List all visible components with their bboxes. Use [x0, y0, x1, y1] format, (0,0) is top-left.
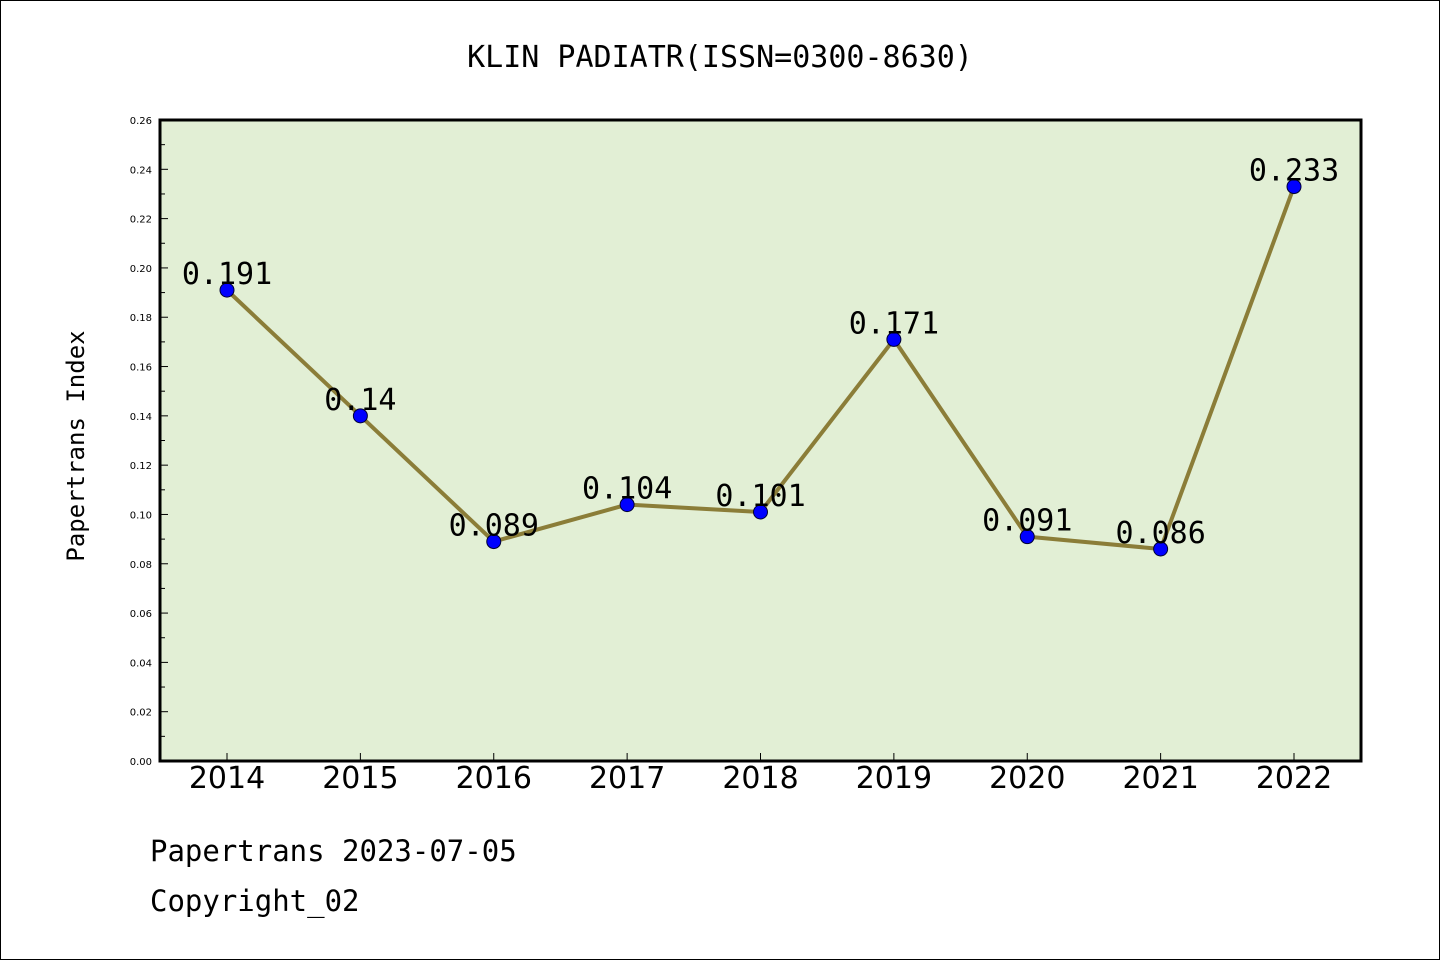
x-tick-label: 2016 [456, 761, 532, 796]
chart-title: KLIN PADIATR(ISSN=0300-8630) [467, 40, 973, 75]
plot-area [160, 120, 1361, 761]
footer-date: Papertrans 2023-07-05 [150, 834, 517, 868]
y-tick-label: 0.26 [130, 116, 152, 127]
data-label: 0.171 [849, 306, 939, 341]
data-label: 0.101 [715, 479, 805, 514]
plot-border [158, 118, 1363, 763]
data-point [753, 504, 768, 520]
y-axis-ticks: 0.00 0.02 0.04 0.06 0.08 0.10 0.12 0.14 0.16 0.18… [130, 116, 168, 768]
y-tick-label: 0.06 [130, 609, 152, 620]
y-tick-label: 0.16 [130, 363, 152, 374]
y-tick-label: 0.04 [130, 658, 152, 669]
y-tick-label: 0.20 [130, 264, 152, 275]
data-point [219, 282, 235, 298]
x-tick-label: 2018 [722, 761, 798, 796]
data-label: 0.091 [982, 504, 1072, 539]
y-tick-label: 0.12 [130, 461, 152, 472]
x-axis-ticks: 2014 2015 2016 2017 2018 2019 2020 2021 2022 [189, 753, 1332, 796]
data-point [886, 331, 902, 347]
y-tick-label: 0.00 [130, 757, 152, 768]
y-tick-label: 0.22 [130, 215, 152, 226]
data-label: 0.086 [1115, 516, 1205, 551]
y-tick-label: 0.18 [130, 313, 152, 324]
data-label: 0.104 [582, 472, 672, 507]
data-point [619, 497, 635, 513]
data-point [1153, 541, 1169, 557]
x-tick-label: 2019 [856, 761, 932, 796]
x-tick-label: 2020 [989, 761, 1065, 796]
data-label: 0.089 [449, 509, 539, 544]
markers-group [219, 179, 1302, 557]
x-tick-label: 2017 [589, 761, 665, 796]
y-tick-label: 0.10 [130, 510, 152, 521]
data-point [1019, 529, 1035, 545]
data-label: 0.233 [1249, 154, 1339, 189]
x-tick-label: 2021 [1122, 761, 1198, 796]
data-label: 0.14 [324, 383, 396, 418]
data-labels-group: 0.191 0.14 0.089 0.104 0.101 0.171 0.091 0.086 0… [182, 154, 1339, 551]
y-tick-label: 0.08 [130, 560, 152, 571]
y-tick-label: 0.02 [130, 708, 152, 719]
footer-copyright: Copyright_02 [150, 884, 360, 918]
x-tick-label: 2014 [189, 761, 265, 796]
y-tick-label: 0.24 [130, 165, 152, 176]
y-tick-label: 0.14 [130, 412, 152, 423]
x-tick-label: 2015 [322, 761, 398, 796]
data-point [352, 408, 368, 424]
y-axis-label: Papertrans Index [62, 330, 90, 561]
data-label: 0.191 [182, 257, 272, 292]
data-point [1286, 179, 1302, 195]
x-tick-label: 2022 [1256, 761, 1332, 796]
data-point [486, 534, 502, 550]
